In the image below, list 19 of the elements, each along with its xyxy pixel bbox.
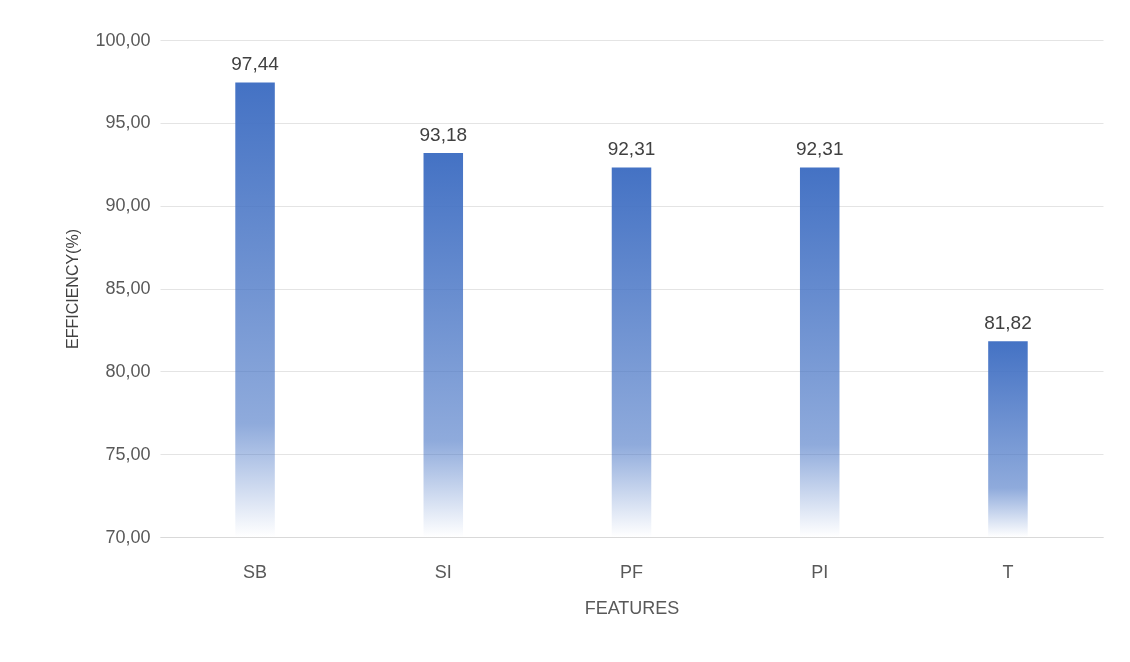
y-tick-label: 85,00: [105, 278, 151, 298]
data-label: 81,82: [984, 312, 1032, 334]
y-tick-label: 80,00: [105, 360, 151, 381]
x-tick-label: T: [1002, 561, 1014, 582]
y-axis-title: EFFICIENCY(%): [64, 229, 82, 349]
data-label: 97,44: [231, 53, 280, 75]
y-tick-label: 75,00: [105, 443, 151, 464]
y-tick-label: 95,00: [105, 112, 151, 133]
x-tick-label: SI: [434, 561, 452, 582]
x-tick-label: SB: [243, 561, 268, 582]
x-tick-label: PF: [619, 561, 644, 582]
data-label: 92,31: [795, 138, 844, 160]
y-tick-label: 70,00: [105, 526, 151, 547]
x-tick-label: PI: [811, 561, 829, 582]
x-axis-title: FEATURES: [584, 597, 680, 618]
y-tick-label: 100,00: [95, 29, 151, 50]
data-label: 92,31: [607, 138, 656, 160]
data-label: 93,18: [419, 123, 468, 145]
y-tick-label: 90,00: [105, 195, 151, 216]
